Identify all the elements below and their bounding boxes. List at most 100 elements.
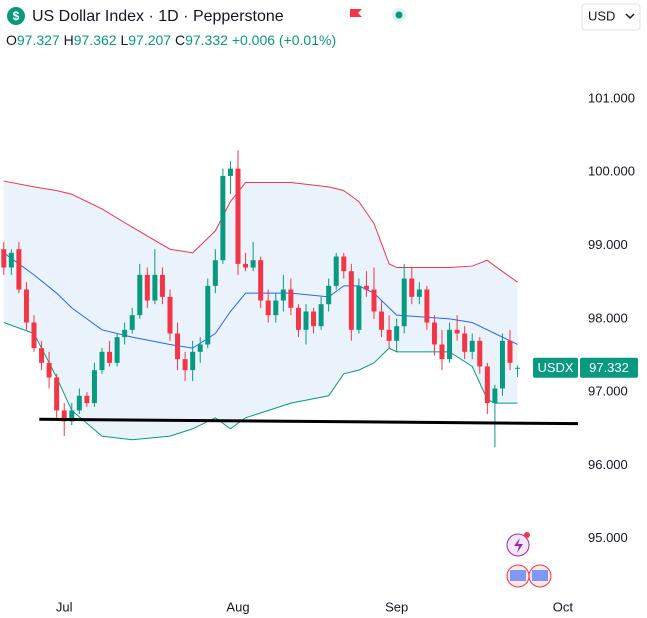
ohlc-value: 97.332 bbox=[185, 32, 228, 48]
candle-body bbox=[144, 274, 150, 301]
candle-body bbox=[394, 326, 400, 341]
candle-body bbox=[492, 388, 498, 404]
candle-body bbox=[69, 410, 75, 422]
trendline bbox=[39, 417, 579, 426]
candle-body bbox=[348, 271, 354, 330]
candle-body bbox=[159, 274, 165, 297]
candle-body bbox=[243, 263, 249, 268]
ohlc-change: +0.006 (+0.01%) bbox=[232, 32, 336, 48]
candle-body bbox=[197, 344, 203, 352]
candle-body bbox=[212, 260, 218, 286]
price-tag: 97.332 bbox=[589, 360, 629, 375]
candle-body bbox=[439, 344, 445, 360]
candle-body bbox=[114, 337, 120, 363]
ohlc-key: L bbox=[120, 32, 128, 48]
y-tick-label: 97.000 bbox=[588, 384, 628, 399]
candle-body bbox=[462, 333, 468, 352]
candle-body bbox=[175, 333, 181, 360]
symbol-icon-glyph: $ bbox=[13, 9, 20, 23]
candle-body bbox=[280, 289, 286, 301]
candle-body bbox=[515, 367, 521, 369]
candle-body bbox=[137, 274, 143, 316]
candle-body bbox=[424, 289, 430, 323]
candle-body bbox=[447, 329, 453, 360]
price-tag-box bbox=[580, 357, 638, 378]
x-tick-label: Sep bbox=[385, 599, 408, 614]
candle-body bbox=[507, 340, 513, 363]
candle-body bbox=[16, 249, 22, 290]
currency-button[interactable] bbox=[581, 3, 641, 31]
ohlc-value: 97.362 bbox=[74, 32, 117, 48]
candle-body bbox=[499, 340, 505, 389]
symbol-tag-box bbox=[533, 357, 578, 378]
ohlc-value: 97.327 bbox=[17, 32, 60, 48]
y-tick-label: 99.000 bbox=[588, 237, 628, 252]
y-tick-label: 100.000 bbox=[588, 164, 635, 179]
flag-glyph bbox=[532, 570, 548, 581]
candle-body bbox=[1, 249, 7, 268]
symbol-tag: USDX bbox=[537, 360, 573, 375]
events-badge bbox=[524, 532, 530, 538]
y-tick-label: 95.000 bbox=[588, 530, 628, 545]
candle-body bbox=[454, 329, 460, 334]
y-tick-label: 96.000 bbox=[588, 457, 628, 472]
y-tick-label: 98.000 bbox=[588, 310, 628, 325]
candle-body bbox=[258, 260, 264, 301]
candle-body bbox=[99, 351, 105, 371]
ohlc-key: C bbox=[175, 32, 185, 48]
candle-body bbox=[167, 296, 173, 334]
candle-body bbox=[386, 329, 392, 341]
candle-body bbox=[91, 370, 97, 404]
candle-body bbox=[23, 289, 29, 323]
candle-body bbox=[220, 175, 226, 261]
ohlc-value: 97.207 bbox=[128, 32, 171, 48]
ohlc-key: O bbox=[6, 32, 17, 48]
candle-body bbox=[182, 359, 188, 371]
candle-body bbox=[46, 362, 52, 378]
status-dot bbox=[395, 11, 403, 19]
candle-body bbox=[363, 285, 369, 290]
candle-body bbox=[265, 300, 271, 316]
candle-body bbox=[477, 340, 483, 367]
currency-label: USD bbox=[588, 8, 615, 23]
candle-body bbox=[31, 322, 37, 349]
plot-area bbox=[1, 150, 579, 448]
candle-body bbox=[250, 260, 256, 268]
candle-body bbox=[371, 289, 377, 312]
candle-body bbox=[122, 329, 128, 338]
candle-body bbox=[431, 322, 437, 345]
x-tick-label: Aug bbox=[226, 599, 249, 614]
candle-body bbox=[379, 311, 385, 330]
band-line bbox=[3, 180, 518, 283]
candle-body bbox=[227, 168, 233, 176]
flag-icon[interactable] bbox=[350, 9, 362, 17]
x-tick-label: Jul bbox=[56, 599, 73, 614]
candle-body bbox=[190, 351, 196, 371]
candle-body bbox=[401, 278, 407, 327]
candle-body bbox=[54, 377, 60, 411]
candle-body bbox=[107, 351, 113, 363]
candle-body bbox=[152, 274, 158, 301]
candle-body bbox=[76, 395, 82, 411]
candle-body bbox=[311, 311, 317, 327]
x-tick-label: Oct bbox=[553, 599, 574, 614]
candle-body bbox=[356, 285, 362, 330]
band-line bbox=[3, 322, 518, 441]
candle-body bbox=[288, 289, 294, 308]
candle-body bbox=[484, 366, 490, 404]
candle-body bbox=[341, 256, 347, 272]
dropdown-arrow bbox=[625, 13, 635, 20]
ohlc-legend: O97.327 H97.362 L97.207 C97.332 +0.006 (… bbox=[6, 32, 336, 48]
candle-body bbox=[84, 395, 90, 404]
ohlc-key: H bbox=[64, 32, 74, 48]
candle-body bbox=[303, 311, 309, 330]
candle-body bbox=[318, 304, 324, 327]
candle-body bbox=[39, 348, 45, 363]
candle-body bbox=[416, 289, 422, 297]
candle-body bbox=[409, 278, 415, 297]
candle-body bbox=[469, 340, 475, 352]
flag-glyph bbox=[510, 570, 526, 581]
symbol-icon bbox=[7, 7, 25, 25]
chart-title: US Dollar Index · 1D · Pepperstone bbox=[32, 8, 284, 25]
